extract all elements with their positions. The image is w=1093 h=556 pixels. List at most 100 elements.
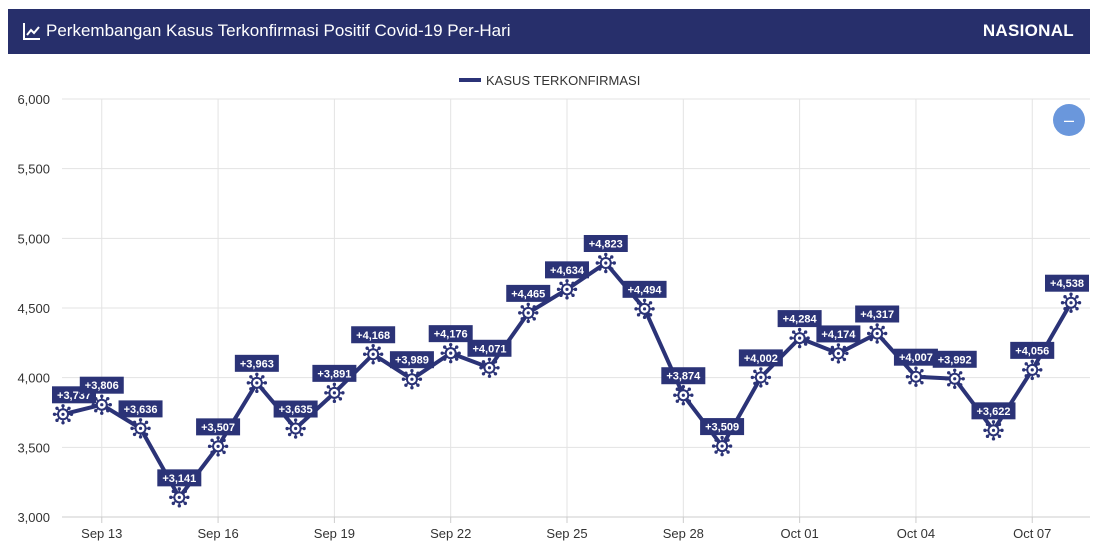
data-label-text: +3,635: [279, 404, 313, 416]
data-point-marker[interactable]: [440, 342, 461, 364]
data-point-marker[interactable]: [944, 368, 965, 389]
data-label-text: +4,823: [589, 238, 623, 250]
data-label: +3,963: [234, 354, 279, 372]
data-point-marker[interactable]: [91, 394, 112, 415]
data-label: +4,317: [855, 305, 900, 323]
data-label-text: +3,507: [201, 422, 235, 434]
data-label: +4,174: [816, 325, 861, 343]
data-label: +3,891: [312, 364, 357, 382]
data-label-text: +4,071: [472, 343, 506, 355]
data-label-text: +4,168: [356, 330, 390, 342]
data-label: +4,002: [738, 349, 783, 367]
data-label-text: +4,494: [628, 284, 663, 296]
data-point-marker[interactable]: [750, 367, 772, 388]
data-label: +3,874: [661, 367, 706, 385]
data-point-marker[interactable]: [518, 302, 539, 324]
data-label: +3,992: [932, 350, 977, 368]
data-label-text: +4,465: [511, 288, 545, 300]
data-label: +4,465: [506, 284, 551, 302]
data-point-marker[interactable]: [556, 279, 578, 300]
x-tick-label: Sep 16: [197, 526, 238, 541]
data-label-text: +4,176: [434, 329, 468, 341]
y-tick-label: 3,500: [17, 440, 50, 455]
data-label: +3,507: [196, 418, 241, 436]
y-tick-label: 3,000: [17, 510, 50, 525]
x-tick-label: Sep 22: [430, 526, 471, 541]
data-label-text: +3,989: [395, 355, 429, 367]
data-label-text: +3,636: [124, 404, 158, 416]
data-point-marker[interactable]: [169, 487, 190, 508]
data-label-text: +4,317: [860, 309, 894, 321]
data-point-marker[interactable]: [1060, 292, 1082, 313]
data-label-text: +3,992: [938, 354, 972, 366]
data-label-text: +4,634: [550, 265, 585, 277]
data-label-text: +3,963: [240, 358, 274, 370]
y-tick-label: 4,000: [17, 371, 50, 386]
data-label: +3,989: [389, 351, 434, 369]
data-label-text: +3,874: [666, 371, 701, 383]
data-point-marker[interactable]: [207, 436, 229, 457]
data-label-text: +3,891: [317, 368, 351, 380]
data-labels: +3,737+3,806+3,636+3,141+3,507+3,963+3,6…: [52, 234, 1089, 487]
data-point-marker[interactable]: [1022, 359, 1043, 381]
data-point-marker[interactable]: [789, 327, 810, 349]
x-axis: Sep 13 Sep 16 Sep 19 Sep 22 Sep 25 Sep 28 Oct …: [62, 516, 1090, 541]
region-label: NASIONAL: [982, 21, 1074, 40]
data-label: +4,538: [1045, 274, 1089, 292]
data-label-text: +4,002: [744, 353, 778, 365]
data-label: +4,494: [622, 280, 667, 298]
y-tick-label: 4,500: [17, 301, 50, 316]
data-point-marker[interactable]: [634, 298, 655, 320]
line-chart-icon: [23, 23, 40, 40]
chart-title: Perkembangan Kasus Terkonfirmasi Positif…: [46, 21, 511, 40]
data-point-marker[interactable]: [673, 385, 694, 406]
x-tick-label: Sep 25: [546, 526, 587, 541]
data-label: +3,509: [700, 418, 745, 436]
data-point-marker[interactable]: [246, 372, 268, 394]
data-label: +4,823: [583, 234, 628, 252]
data-label: +4,176: [428, 325, 473, 343]
data-label-text: +4,056: [1015, 345, 1049, 357]
chart-header: Perkembangan Kasus Terkonfirmasi Positif…: [8, 9, 1090, 54]
data-label-text: +3,141: [162, 473, 196, 485]
data-label: +3,635: [273, 400, 318, 418]
data-point-marker[interactable]: [401, 368, 423, 390]
data-point-marker[interactable]: [52, 404, 74, 425]
data-label: +4,071: [467, 339, 512, 357]
data-point-marker[interactable]: [983, 420, 1004, 441]
data-point-marker[interactable]: [866, 323, 888, 344]
data-point-marker[interactable]: [711, 435, 733, 457]
y-tick-label: 5,500: [17, 162, 50, 177]
data-point-marker[interactable]: [828, 343, 849, 364]
data-label: +3,806: [79, 376, 124, 394]
minus-icon: –: [1063, 110, 1074, 130]
data-label: +4,007: [893, 348, 938, 366]
data-point-marker[interactable]: [479, 357, 500, 378]
x-tick-label: Oct 04: [897, 526, 935, 541]
data-label-text: +3,509: [705, 422, 739, 434]
data-label: +3,141: [157, 469, 202, 487]
data-label: +3,636: [118, 400, 163, 418]
data-label-text: +3,622: [977, 406, 1011, 418]
legend-label: KASUS TERKONFIRMASI: [486, 73, 640, 88]
data-label-text: +4,538: [1050, 278, 1084, 290]
data-point-marker[interactable]: [595, 252, 616, 274]
data-label: +4,284: [777, 310, 822, 328]
collapse-button[interactable]: –: [1053, 104, 1085, 136]
data-point-marker[interactable]: [285, 418, 306, 439]
data-point-marker[interactable]: [130, 418, 151, 439]
data-label: +4,056: [1010, 341, 1055, 359]
data-point-marker[interactable]: [905, 366, 927, 387]
x-tick-label: Oct 07: [1013, 526, 1051, 541]
y-tick-label: 6,000: [17, 92, 50, 107]
data-label-text: +3,806: [85, 380, 119, 392]
legend[interactable]: KASUS TERKONFIRMASI: [459, 73, 640, 88]
data-label: +4,168: [351, 326, 396, 344]
data-label: +3,622: [971, 402, 1016, 420]
x-tick-label: Oct 01: [780, 526, 818, 541]
data-label-text: +4,174: [821, 329, 856, 341]
data-point-marker[interactable]: [324, 382, 345, 404]
series: [52, 252, 1082, 508]
data-point-marker[interactable]: [362, 344, 384, 365]
